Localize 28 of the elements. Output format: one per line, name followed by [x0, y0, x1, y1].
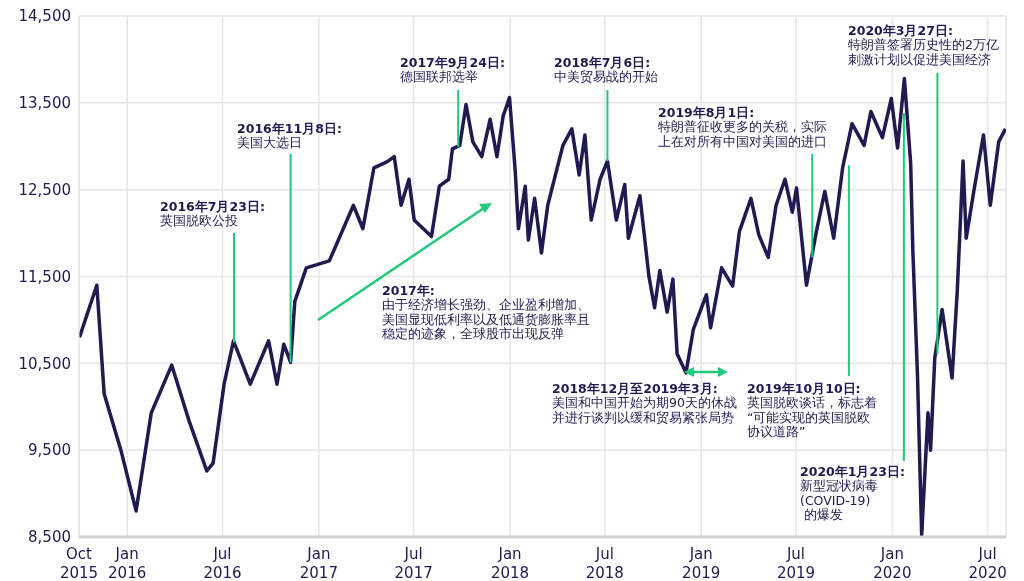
x-tick-label: Jan 2016 — [108, 545, 147, 581]
y-tick-label: 10,500 — [18, 354, 71, 373]
x-tick-label: Jan 2017 — [299, 545, 338, 581]
annotation: 2019年10月10日: 英国脱欧谈话，标志着“可能实现的英国脱欧协议道路” — [747, 380, 877, 439]
annotation: 2020年1月23日: 新型冠状病毒(COVID-19) 的爆发 — [800, 463, 905, 522]
annotation: 2019年8月1日: 特朗普征收更多的关税，实际上在对所有中国对美国的进口 — [658, 104, 827, 149]
x-tick-label: Jul 2020 — [968, 545, 1007, 581]
y-tick-label: 11,500 — [18, 267, 71, 286]
x-tick-label: Oct 2015 — [59, 545, 99, 581]
annotation: 2017年: 由于经济增长强劲、企业盈利增加、美国显现低利率以及低通货膨胀率且稳定的迹象，全球股市出现反弹 — [382, 282, 590, 341]
x-tick-label: Jul 2016 — [203, 545, 242, 581]
x-tick-label: Jul 2018 — [585, 545, 624, 581]
y-tick-label: 14,500 — [18, 7, 71, 26]
x-tick-label: Jul 2017 — [394, 545, 433, 581]
x-tick-label: Jan 2020 — [873, 545, 912, 581]
annotation: 2018年12月至2019年3月: 美国和中国开始为期90天的休战并进行谈判以缓和贸易紧张局势 — [552, 380, 737, 425]
y-tick-label: 9,500 — [28, 441, 71, 460]
annotation: 2017年9月24日: 德国联邦选举 — [400, 54, 505, 84]
x-tick-label: Jul 2019 — [776, 545, 816, 581]
annotation: 2016年7月23日: 英国脱欧公投 — [160, 198, 265, 228]
annotation: 2016年11月8日: 美国大选日 — [237, 120, 342, 150]
annotation: 2020年3月27日: 特朗普签署历史性的2万亿刺激计划以促进美国经济 — [848, 22, 999, 67]
y-tick-label: 13,500 — [18, 94, 71, 113]
x-tick-label: Jan 2018 — [490, 545, 530, 581]
annotation: 2018年7月6日: 中美贸易战的开始 — [554, 54, 658, 84]
y-tick-label: 8,500 — [28, 528, 71, 547]
x-tick-label: Jan 2019 — [682, 545, 721, 581]
y-tick-label: 12,500 — [18, 180, 71, 199]
